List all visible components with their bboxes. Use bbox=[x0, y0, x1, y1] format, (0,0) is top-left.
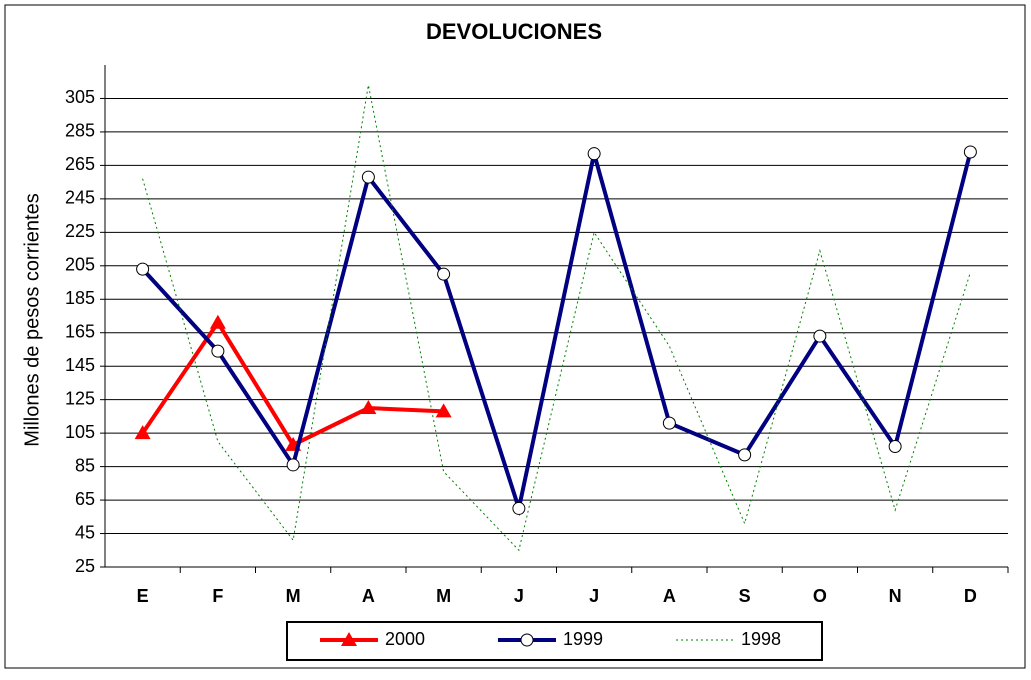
x-tick-label: O bbox=[813, 586, 827, 606]
data-point bbox=[211, 344, 225, 358]
x-tick-label: F bbox=[212, 586, 223, 606]
y-tick-label: 65 bbox=[75, 489, 95, 509]
x-tick-label: E bbox=[137, 586, 149, 606]
y-tick-label: 145 bbox=[65, 355, 95, 375]
data-point bbox=[888, 440, 902, 454]
x-tick-label: A bbox=[362, 586, 375, 606]
x-tick-label: J bbox=[589, 586, 599, 606]
y-tick-label: 85 bbox=[75, 455, 95, 475]
data-point bbox=[963, 145, 977, 159]
chart-title: DEVOLUCIONES bbox=[426, 19, 602, 44]
x-tick-label: D bbox=[964, 586, 977, 606]
series-line bbox=[141, 151, 973, 517]
legend-marker bbox=[520, 633, 534, 647]
data-point bbox=[286, 458, 300, 472]
series-line bbox=[142, 84, 971, 552]
data-point bbox=[662, 416, 676, 430]
legend-marker bbox=[341, 632, 357, 646]
y-tick-label: 265 bbox=[65, 154, 95, 174]
data-point bbox=[437, 267, 451, 281]
legend-label: 1998 bbox=[741, 629, 781, 649]
data-point bbox=[435, 403, 452, 418]
data-point bbox=[134, 425, 151, 440]
data-point bbox=[587, 147, 601, 161]
legend-label: 2000 bbox=[385, 629, 425, 649]
y-tick-label: 245 bbox=[65, 188, 95, 208]
x-tick-label: M bbox=[286, 586, 301, 606]
y-tick-label: 305 bbox=[65, 87, 95, 107]
y-tick-label: 165 bbox=[65, 321, 95, 341]
y-tick-label: 45 bbox=[75, 522, 95, 542]
data-point bbox=[813, 329, 827, 343]
legend-label: 1999 bbox=[563, 629, 603, 649]
data-point bbox=[738, 448, 752, 462]
x-tick-label: J bbox=[514, 586, 524, 606]
y-tick-label: 285 bbox=[65, 121, 95, 141]
data-point bbox=[136, 262, 150, 276]
data-point bbox=[360, 400, 377, 415]
y-tick-label: 125 bbox=[65, 388, 95, 408]
data-point bbox=[209, 314, 226, 329]
data-point bbox=[361, 170, 375, 184]
x-tick-label: A bbox=[663, 586, 676, 606]
x-tick-label: N bbox=[889, 586, 902, 606]
x-tick-label: S bbox=[739, 586, 751, 606]
y-tick-label: 225 bbox=[65, 221, 95, 241]
y-tick-label: 105 bbox=[65, 422, 95, 442]
y-tick-label: 205 bbox=[65, 255, 95, 275]
data-point bbox=[512, 501, 526, 515]
y-tick-label: 185 bbox=[65, 288, 95, 308]
chart-frame bbox=[4, 4, 1026, 669]
y-tick-label: 25 bbox=[75, 556, 95, 576]
x-tick-label: M bbox=[436, 586, 451, 606]
y-axis-label: Millones de pesos corrientes bbox=[21, 193, 43, 446]
